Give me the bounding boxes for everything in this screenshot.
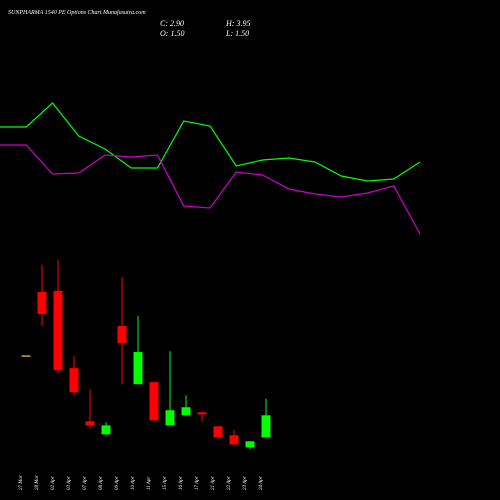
x-tick-label: 15 Apr	[163, 476, 168, 490]
stat: H: 3.95	[225, 19, 250, 28]
x-tick-label: 09 Apr	[115, 476, 120, 490]
candle-body	[85, 421, 95, 426]
x-tick-label: 28 Mar	[35, 475, 40, 490]
candle-body	[181, 407, 191, 416]
x-tick-label: 10 Apr	[131, 476, 136, 490]
x-tick-label: 03 Apr	[67, 476, 72, 490]
line	[0, 102, 421, 182]
candle-body	[165, 410, 175, 426]
x-tick-label: 11 Apr	[147, 477, 152, 490]
stat: L: 1.50	[225, 29, 249, 38]
candle-body	[229, 435, 239, 445]
candle-body	[69, 368, 79, 393]
x-tick-label: 02 Apr	[51, 476, 56, 490]
candle-body	[245, 441, 255, 448]
x-tick-label: 17 Apr	[195, 476, 200, 490]
candle-body	[101, 425, 111, 435]
chart-title: SUNPHARMA 1540 PE Options Chart Munafasu…	[8, 9, 146, 16]
candle-body	[21, 355, 31, 357]
candle-body	[261, 415, 271, 438]
stat: O: 1.50	[160, 29, 184, 38]
candle-body	[53, 290, 63, 371]
x-tick-label: 16 Apr	[179, 476, 184, 490]
x-tick-label: 22 Apr	[227, 476, 232, 490]
candle-body	[149, 382, 159, 421]
candle-body	[213, 426, 223, 438]
x-tick-label: 23 Apr	[243, 476, 248, 490]
x-tick-label: 08 Apr	[99, 476, 104, 490]
candle-body	[37, 291, 47, 315]
line	[0, 144, 421, 235]
stat: C: 2.90	[160, 19, 184, 28]
x-tick-label: 27 Mar	[19, 475, 24, 490]
candle-body	[117, 326, 127, 344]
candle-body	[133, 352, 143, 385]
x-tick-label: 24 Apr	[259, 476, 264, 490]
x-tick-label: 21 Apr	[211, 476, 216, 490]
x-tick-label: 07 Apr	[83, 476, 88, 490]
candle-body	[197, 412, 207, 415]
